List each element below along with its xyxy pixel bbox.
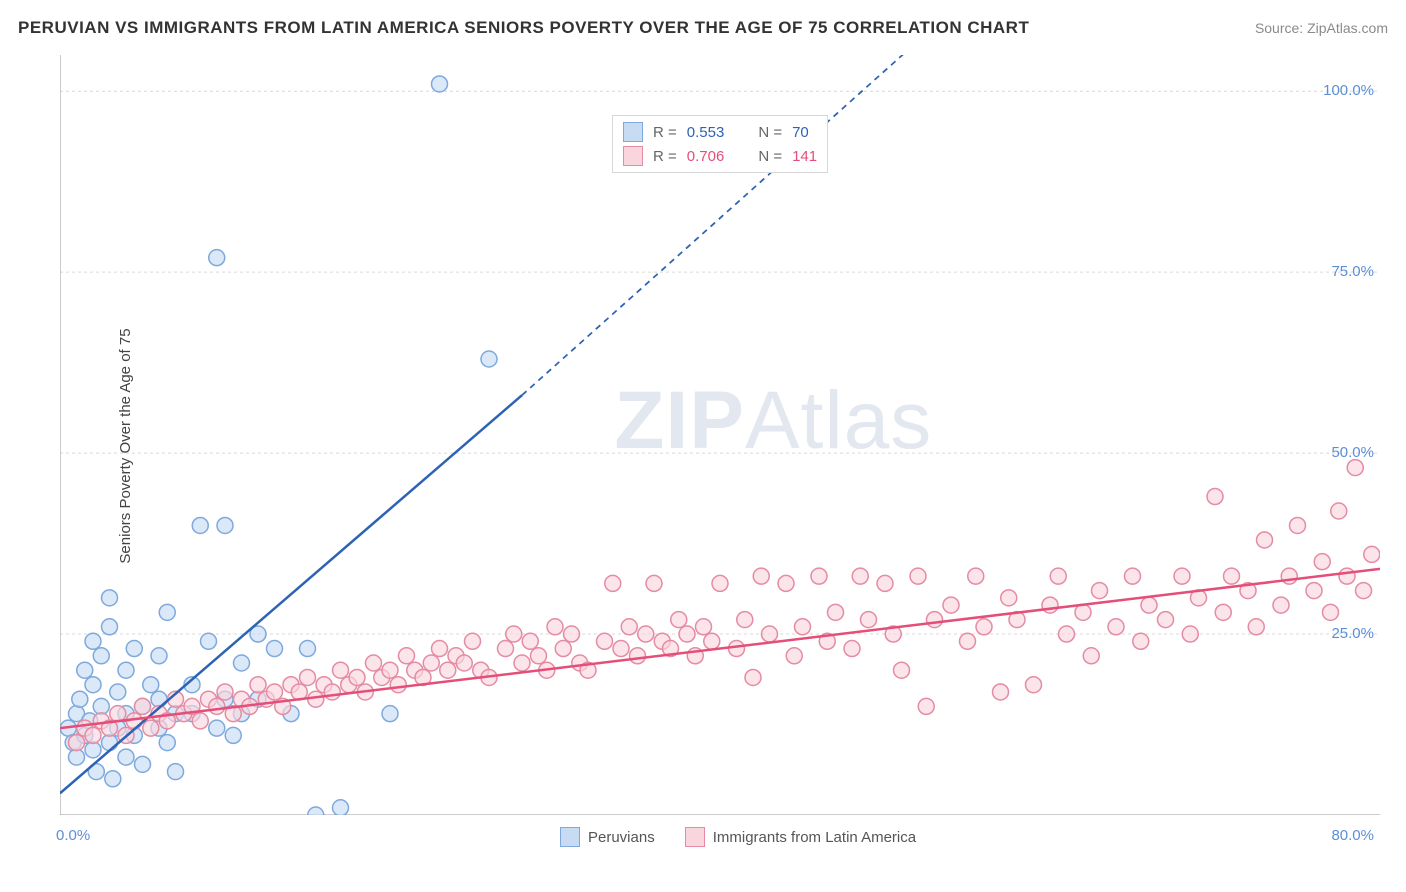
y-tick-label: 25.0% — [1331, 625, 1374, 642]
y-tick-label: 75.0% — [1331, 263, 1374, 280]
x-tick-label: 80.0% — [1331, 827, 1374, 844]
legend-swatch — [623, 146, 643, 166]
stat-r-label: R = — [653, 148, 677, 165]
legend-swatch — [560, 827, 580, 847]
stat-n-label: N = — [758, 124, 782, 141]
source-name: ZipAtlas.com — [1307, 20, 1388, 36]
source-prefix: Source: — [1255, 20, 1307, 36]
legend-series-label: Immigrants from Latin America — [713, 829, 916, 846]
y-tick-label: 100.0% — [1323, 82, 1374, 99]
legend-swatch — [685, 827, 705, 847]
legend-stat-row: R = 0.553 N = 70 — [623, 122, 817, 142]
legend-series-label: Peruvians — [588, 829, 655, 846]
legend-series-item: Immigrants from Latin America — [685, 827, 916, 847]
stat-n-label: N = — [758, 148, 782, 165]
legend-stat-row: R = 0.706 N = 141 — [623, 146, 817, 166]
chart-source: Source: ZipAtlas.com — [1255, 20, 1388, 36]
y-tick-label: 50.0% — [1331, 444, 1374, 461]
stat-n-value: 141 — [792, 148, 817, 165]
stat-r-value: 0.553 — [687, 124, 725, 141]
stat-r-value: 0.706 — [687, 148, 725, 165]
chart-header: PERUVIAN VS IMMIGRANTS FROM LATIN AMERIC… — [18, 18, 1388, 38]
legend-series: Peruvians Immigrants from Latin America — [560, 827, 916, 847]
chart-title: PERUVIAN VS IMMIGRANTS FROM LATIN AMERIC… — [18, 18, 1029, 38]
legend-series-item: Peruvians — [560, 827, 655, 847]
legend-statistics: R = 0.553 N = 70 R = 0.706 N = 141 — [612, 115, 828, 173]
legend-swatch — [623, 122, 643, 142]
chart-area: ZIPAtlas R =0.553N =70R =0.706N =141 Per… — [60, 55, 1380, 845]
stat-n-value: 70 — [792, 124, 809, 141]
x-tick-label: 0.0% — [56, 827, 90, 844]
stat-r-label: R = — [653, 124, 677, 141]
